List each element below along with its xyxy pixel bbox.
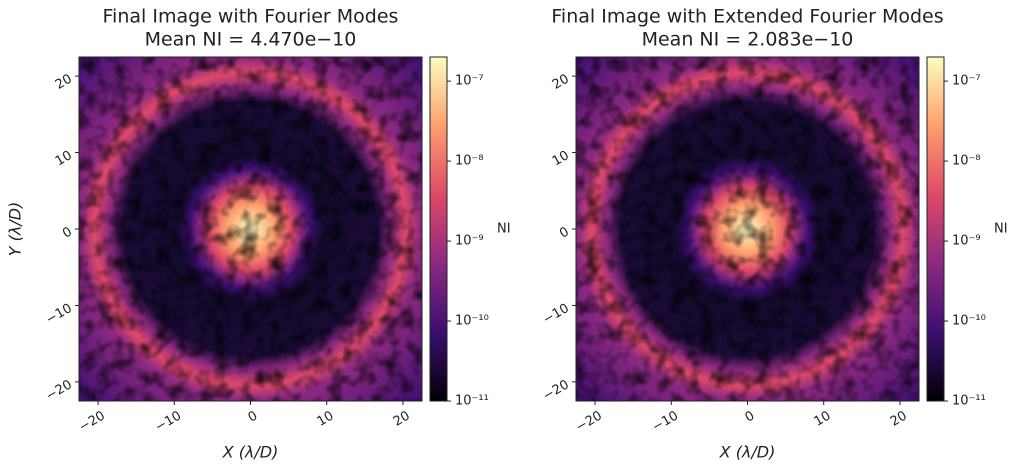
y-tick-label: −20 bbox=[540, 377, 571, 404]
heatmap-texture bbox=[576, 57, 919, 401]
colorbar-tick-label: 10⁻¹⁰ bbox=[455, 314, 489, 329]
x-tick-label: 10 bbox=[812, 409, 834, 430]
x-tick-label: 10 bbox=[315, 409, 337, 430]
chart-subtitle: Mean NI = 2.083e−10 bbox=[642, 29, 854, 51]
chart-title: Final Image with Extended Fourier Modes bbox=[551, 6, 943, 28]
y-tick-label: −10 bbox=[43, 301, 74, 328]
y-tick-label: 10 bbox=[550, 148, 572, 169]
y-tick-label: −20 bbox=[43, 377, 74, 404]
colorbar-label: NI bbox=[497, 222, 511, 237]
x-tick-label: 20 bbox=[391, 409, 413, 430]
x-tick-label: 20 bbox=[888, 409, 910, 430]
y-axis-label: Y (λ/D) bbox=[6, 202, 25, 257]
x-axis-label: X (λ/D) bbox=[222, 443, 279, 462]
colorbar-tick-label: 10⁻¹¹ bbox=[952, 394, 986, 409]
y-tick-label: 20 bbox=[53, 72, 75, 93]
x-tick-label: −20 bbox=[77, 409, 108, 436]
y-tick-label: 0 bbox=[60, 225, 75, 242]
colorbar-tick-label: 10⁻⁸ bbox=[455, 154, 484, 169]
y-tick-label: 0 bbox=[557, 225, 572, 242]
colorbar bbox=[926, 56, 945, 402]
colorbar-tick-label: 10⁻⁷ bbox=[455, 74, 484, 89]
y-tick-label: 10 bbox=[53, 148, 75, 169]
y-tick-label: −10 bbox=[540, 301, 571, 328]
colorbar-tick-label: 10⁻¹¹ bbox=[455, 394, 489, 409]
colorbar-tick-label: 10⁻¹⁰ bbox=[952, 314, 986, 329]
y-tick-label: 20 bbox=[550, 72, 572, 93]
heatmap-texture bbox=[79, 57, 422, 401]
x-tick-label: −20 bbox=[574, 409, 605, 436]
colorbar-tick-label: 10⁻⁹ bbox=[455, 234, 484, 249]
x-axis-label: X (λ/D) bbox=[719, 443, 776, 462]
chart-subtitle: Mean NI = 4.470e−10 bbox=[145, 29, 357, 51]
colorbar-tick-label: 10⁻⁷ bbox=[952, 74, 981, 89]
x-tick-label: 0 bbox=[246, 409, 261, 426]
x-tick-label: −10 bbox=[153, 409, 184, 436]
colorbar bbox=[429, 56, 448, 402]
x-tick-label: 0 bbox=[743, 409, 758, 426]
chart-title: Final Image with Fourier Modes bbox=[103, 6, 399, 28]
x-tick-label: −10 bbox=[650, 409, 681, 436]
colorbar-tick-label: 10⁻⁹ bbox=[952, 234, 981, 249]
colorbar-tick-label: 10⁻⁸ bbox=[952, 154, 981, 169]
colorbar-label: NI bbox=[994, 222, 1008, 237]
